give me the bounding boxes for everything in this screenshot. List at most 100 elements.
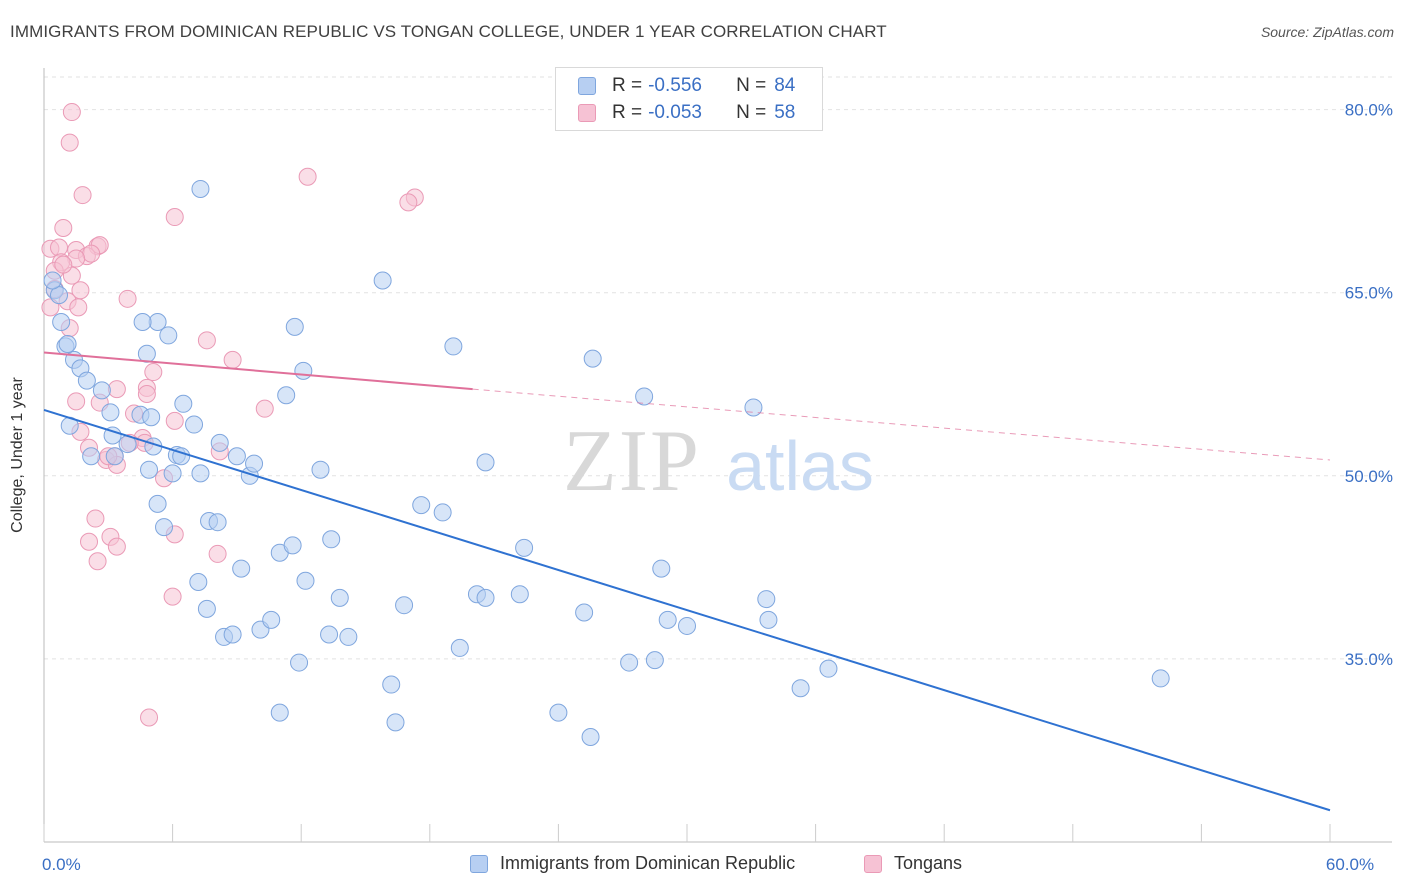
tongan-point bbox=[88, 552, 107, 571]
tongan-point bbox=[107, 537, 126, 556]
dominican-point bbox=[575, 603, 594, 622]
series-name-tongans: Tongans bbox=[894, 853, 963, 873]
dominican-point bbox=[52, 313, 71, 332]
dominican-point bbox=[133, 313, 152, 332]
tongan-point bbox=[107, 380, 126, 399]
dominican-point bbox=[58, 334, 77, 353]
dominican-point bbox=[103, 426, 122, 445]
dominican-point bbox=[227, 447, 246, 466]
legend-r-value-dominican: -0.556 bbox=[648, 75, 702, 96]
dominican-point bbox=[210, 433, 229, 452]
dominican-point bbox=[330, 588, 349, 607]
dominican-point bbox=[43, 271, 62, 290]
legend-n-label: N = bbox=[736, 102, 767, 123]
dominican-point bbox=[549, 703, 568, 722]
series-legend: Immigrants from Dominican Republic Tonga… bbox=[0, 853, 1406, 877]
stats-legend: R = -0.556 N = 84 R = -0.053 N = 58 bbox=[555, 67, 823, 131]
dominican-point bbox=[510, 585, 529, 604]
dominican-point bbox=[757, 590, 776, 609]
legend-row-tongans: R = -0.053 N = 58 bbox=[578, 100, 795, 126]
tongan-point bbox=[298, 167, 317, 186]
tongan-point bbox=[60, 133, 79, 152]
series-legend-tongans: Tongans bbox=[864, 853, 962, 874]
dominican-point bbox=[174, 394, 193, 413]
tongan-point bbox=[255, 399, 274, 418]
dominican-point bbox=[148, 494, 167, 513]
tongan-point bbox=[73, 186, 92, 205]
dominican-point bbox=[658, 610, 677, 629]
tongan-point bbox=[399, 193, 418, 212]
dominican-point bbox=[395, 596, 414, 615]
dominican-point bbox=[515, 538, 534, 557]
dominican-point bbox=[339, 627, 358, 646]
tongan-point bbox=[82, 244, 101, 263]
legend-swatch-tongans bbox=[578, 104, 596, 122]
dominican-point bbox=[283, 536, 302, 555]
dominican-point bbox=[92, 381, 111, 400]
dominican-point bbox=[137, 344, 156, 363]
tongan-point bbox=[137, 385, 156, 404]
y-tick-label: 35.0% bbox=[1345, 650, 1393, 669]
dominican-point bbox=[581, 728, 600, 747]
dominican-point bbox=[645, 651, 664, 670]
series-name-dominican: Immigrants from Dominican Republic bbox=[500, 853, 796, 873]
y-axis-label: College, Under 1 year bbox=[9, 377, 26, 533]
watermark: ZIP atlas bbox=[563, 413, 874, 510]
dominican-point bbox=[386, 713, 405, 732]
legend-row-dominican: R = -0.556 N = 84 bbox=[578, 73, 795, 99]
tongan-point bbox=[80, 532, 99, 551]
dominican-point bbox=[105, 447, 124, 466]
legend-r-label: R = bbox=[612, 75, 643, 96]
watermark-zip: ZIP bbox=[563, 413, 701, 510]
watermark-atlas: atlas bbox=[726, 427, 874, 505]
dominican-point bbox=[382, 675, 401, 694]
tongan-point bbox=[86, 509, 105, 528]
tongan-point bbox=[54, 219, 73, 238]
dominican-points bbox=[43, 179, 1170, 747]
x-tick-label: 60.0% bbox=[1326, 855, 1374, 874]
dominican-point bbox=[77, 371, 96, 390]
dominican-point bbox=[635, 387, 654, 406]
dominican-point bbox=[450, 638, 469, 657]
chart-title: IMMIGRANTS FROM DOMINICAN REPUBLIC VS TO… bbox=[10, 22, 887, 41]
dominican-point bbox=[678, 616, 696, 635]
tongan-point bbox=[41, 298, 60, 317]
dominican-point bbox=[270, 703, 289, 722]
legend-n-label: N = bbox=[736, 75, 767, 96]
dominican-point bbox=[819, 659, 838, 678]
dominican-point bbox=[245, 454, 264, 473]
series-swatch-dominican bbox=[470, 854, 488, 873]
legend-r-label: R = bbox=[612, 102, 643, 123]
tongan-point bbox=[144, 363, 163, 382]
dominican-point bbox=[620, 653, 639, 672]
dominican-point bbox=[433, 503, 452, 522]
tongan-point bbox=[165, 208, 184, 227]
tongan-point bbox=[140, 708, 159, 727]
dominican-point bbox=[412, 496, 431, 515]
dominican-point bbox=[232, 559, 251, 578]
tongan-point bbox=[223, 350, 242, 369]
dominican-point bbox=[159, 326, 178, 345]
dominican-point bbox=[320, 625, 339, 644]
tongan-point bbox=[197, 331, 216, 350]
dominican-point bbox=[322, 530, 341, 549]
series-swatch-tongans bbox=[864, 854, 882, 873]
y-tick-label: 50.0% bbox=[1345, 467, 1393, 486]
dominican-point bbox=[476, 588, 495, 607]
dominican-point bbox=[652, 559, 671, 578]
dominican-point bbox=[583, 349, 602, 368]
dominican-point bbox=[1151, 669, 1170, 688]
dominican-point bbox=[294, 361, 313, 380]
dominican-point bbox=[444, 337, 463, 356]
tongan-trend-extension bbox=[472, 388, 1331, 461]
dominican-point bbox=[373, 271, 392, 290]
tongan-point bbox=[165, 411, 184, 430]
dominican-point bbox=[296, 571, 315, 590]
dominican-point bbox=[155, 518, 174, 537]
tongan-point bbox=[67, 392, 86, 411]
dominican-point bbox=[311, 460, 330, 479]
dominican-point bbox=[142, 408, 161, 427]
dominican-point bbox=[197, 599, 216, 618]
x-tick-label: 0.0% bbox=[42, 855, 81, 874]
